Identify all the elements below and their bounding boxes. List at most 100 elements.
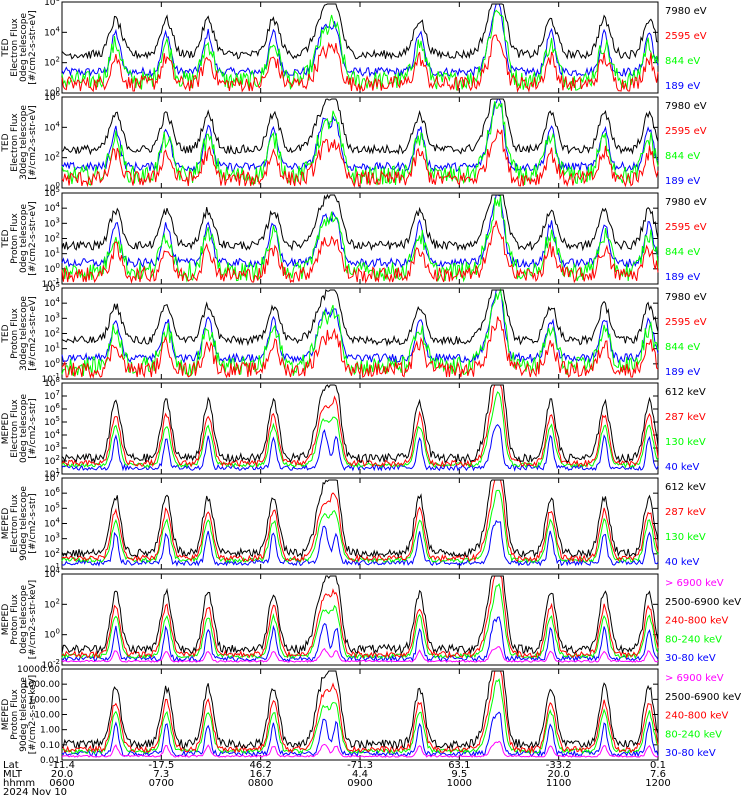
y-tick-label: 102 bbox=[44, 232, 60, 245]
y-axis-label-line: Electron Flux bbox=[10, 113, 20, 172]
series-line bbox=[61, 3, 659, 79]
legend-entry: 80-240 keV bbox=[665, 634, 722, 645]
legend-entry: 189 eV bbox=[665, 367, 700, 378]
legend-entry: 7980 eV bbox=[665, 292, 707, 303]
y-axis-label-line: 0deg telescope bbox=[19, 394, 29, 464]
legend-entry: 240-800 keV bbox=[665, 711, 729, 722]
y-axis-label-line: [#/cm2-s-str] bbox=[28, 398, 38, 458]
y-axis-label-line: 90deg telescope bbox=[19, 677, 29, 752]
legend-entry: 189 eV bbox=[665, 176, 700, 187]
y-axis-label-line: TED bbox=[1, 38, 11, 57]
y-axis-label-line: [#/cm2-s-str-eV] bbox=[28, 201, 38, 276]
y-axis-label-line: TED bbox=[1, 133, 11, 152]
legend-entry: 287 keV bbox=[665, 412, 706, 423]
y-axis-label-line: MEPED bbox=[1, 604, 11, 636]
legend-entry: 2595 eV bbox=[665, 31, 707, 42]
series-line bbox=[61, 289, 659, 347]
y-axis-label-line: [#/cm2-s-str-keV] bbox=[28, 675, 38, 754]
series-line bbox=[61, 391, 659, 469]
x-row-mlt-label: MLT bbox=[3, 769, 22, 780]
y-tick-label: 107 bbox=[44, 389, 60, 402]
y-axis-label-line: MEPED bbox=[1, 413, 11, 445]
y-tick-label: 102 bbox=[44, 597, 60, 610]
y-axis-label-line: 0deg telescope bbox=[19, 585, 29, 655]
x-mlt-value: 20.0 bbox=[547, 769, 570, 780]
y-tick-label: 10.00 bbox=[34, 711, 60, 721]
series-line bbox=[61, 194, 659, 269]
series-line bbox=[61, 316, 659, 379]
legend-entry: 7980 eV bbox=[665, 197, 707, 208]
series-line bbox=[61, 194, 659, 283]
y-axis-label: TEDElectron Flux30deg telescope[#/cm2-s-… bbox=[1, 105, 38, 180]
y-axis-label-line: Electron Flux bbox=[10, 399, 20, 458]
y-tick-label: 103 bbox=[44, 441, 60, 454]
y-axis-label-line: [#/cm2-s-str-keV] bbox=[28, 580, 38, 659]
y-axis-label-line: [#/cm2-s-str-eV] bbox=[28, 10, 38, 85]
y-axis-label-line: [#/cm2-s-str-eV] bbox=[28, 296, 38, 371]
y-tick-label: 104 bbox=[44, 25, 60, 38]
y-tick-label: 104 bbox=[44, 201, 60, 214]
y-tick-label: 100 bbox=[44, 357, 60, 370]
x-hhmm-value: 0700 bbox=[148, 778, 175, 789]
x-lat-value: 0.1 bbox=[650, 760, 666, 771]
legend-entry: 2595 eV bbox=[665, 317, 707, 328]
series-line bbox=[61, 128, 659, 188]
y-tick-label: 103 bbox=[44, 532, 60, 545]
series-line bbox=[61, 34, 659, 93]
x-hhmm-value: 1000 bbox=[446, 778, 473, 789]
y-tick-label: 104 bbox=[44, 296, 60, 309]
x-mlt-value: 16.7 bbox=[249, 769, 272, 780]
y-tick-label: 104 bbox=[44, 120, 60, 133]
legend-entry: 189 eV bbox=[665, 81, 700, 92]
y-axis-label: MEPEDProton Flux0deg telescope[#/cm2-s-s… bbox=[1, 580, 38, 659]
x-row-lat-label: Lat bbox=[3, 760, 19, 771]
legend-entry: 130 keV bbox=[665, 437, 706, 448]
legend-entry: 2500-6900 keV bbox=[665, 692, 741, 703]
x-lat-value: 63.1 bbox=[448, 760, 471, 771]
series-line bbox=[61, 98, 659, 156]
x-lat-value: 46.2 bbox=[249, 760, 272, 771]
series-line bbox=[61, 519, 659, 567]
legend-entry: > 6900 keV bbox=[665, 578, 724, 589]
x-lat-value: -71.3 bbox=[347, 760, 373, 771]
x-mlt-value: 20.0 bbox=[50, 769, 74, 780]
legend-entry: 612 keV bbox=[665, 387, 706, 398]
series-line bbox=[61, 384, 659, 469]
y-axis-label-line: 30deg telescope bbox=[19, 105, 29, 180]
x-hhmm-value: 1200 bbox=[645, 778, 671, 789]
x-hhmm-value: 0800 bbox=[247, 778, 274, 789]
x-row-hhmm-label: hhmm bbox=[3, 778, 36, 789]
series-line bbox=[61, 289, 659, 364]
y-tick-label: 106 bbox=[44, 402, 60, 415]
legend-entry: 2595 eV bbox=[665, 222, 707, 233]
series-line bbox=[61, 575, 659, 655]
y-tick-label: 1000.00 bbox=[23, 680, 60, 690]
series-line bbox=[61, 575, 659, 660]
y-axis-label-line: Proton Flux bbox=[10, 213, 20, 264]
series-line bbox=[61, 616, 659, 663]
legend-entry: 40 keV bbox=[665, 557, 699, 568]
y-tick-label: 102 bbox=[44, 327, 60, 340]
x-mlt-value: 7.6 bbox=[650, 769, 666, 780]
y-tick-label: 105 bbox=[44, 415, 60, 428]
legend-entry: > 6900 keV bbox=[665, 673, 724, 684]
legend-entry: 844 eV bbox=[665, 56, 700, 67]
legend-entry: 30-80 keV bbox=[665, 653, 716, 664]
y-axis-label: TEDProton Flux30deg telescope[#/cm2-s-st… bbox=[1, 296, 38, 371]
y-axis-label-line: [#/cm2-s-str] bbox=[28, 493, 38, 553]
series-line bbox=[61, 220, 659, 284]
series-line bbox=[61, 3, 659, 60]
x-lat-value: -33.2 bbox=[545, 760, 572, 771]
legend-entry: 287 keV bbox=[665, 507, 706, 518]
legend-entry: 240-800 keV bbox=[665, 616, 729, 627]
y-tick-label: 102 bbox=[44, 56, 60, 69]
legend-entry: 7980 eV bbox=[665, 101, 707, 112]
series-line bbox=[61, 646, 659, 663]
series-line bbox=[61, 384, 659, 465]
legend-entry: 130 keV bbox=[665, 532, 706, 543]
series-line bbox=[61, 479, 659, 559]
